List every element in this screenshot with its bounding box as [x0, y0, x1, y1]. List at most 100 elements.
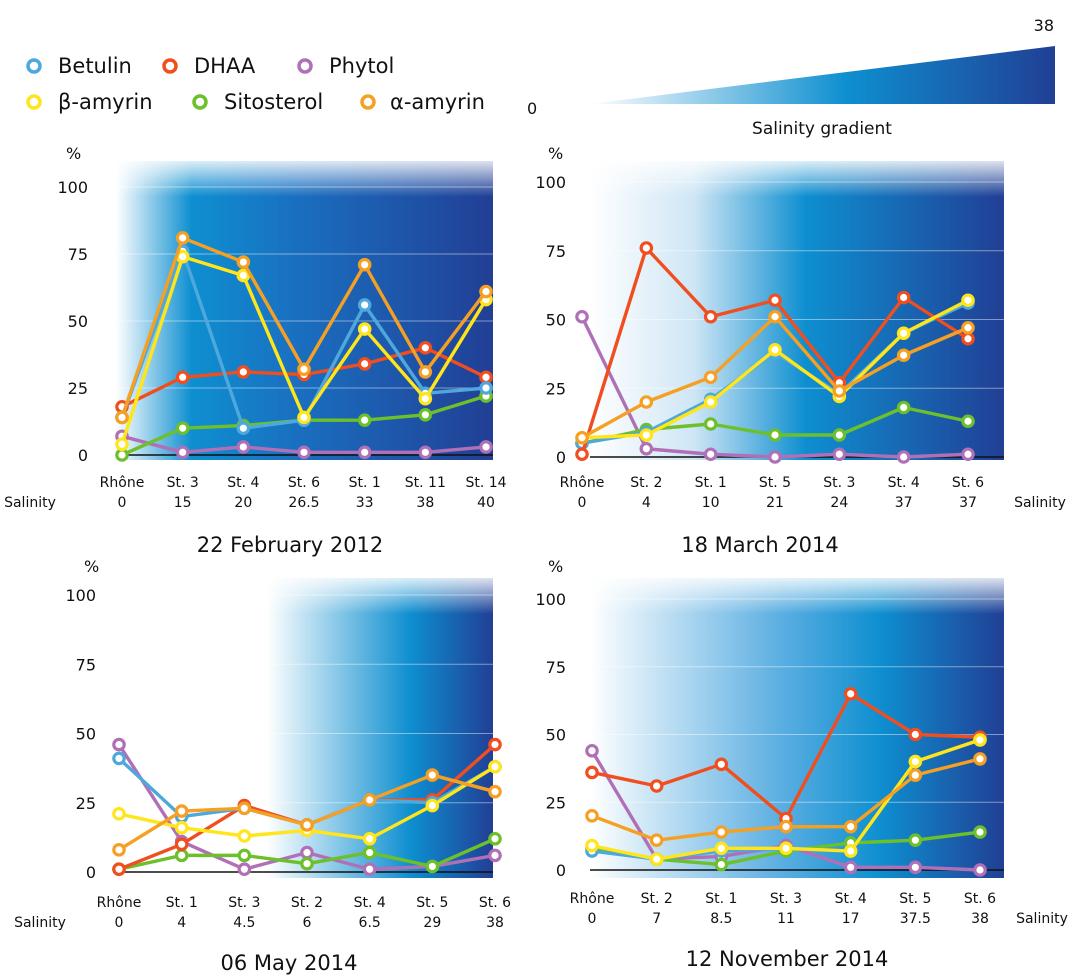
data-point-beta-amyrin: [357, 322, 372, 336]
data-point-alpha-amyrin: [115, 410, 129, 425]
data-point-alpha-amyrin: [175, 231, 190, 245]
legend-item-beta-amyrin: β-amyrin: [26, 90, 153, 114]
data-point-alpha-amyrin: [961, 320, 975, 335]
data-point-beta-amyrin: [418, 391, 433, 406]
y-tick-label: 100: [535, 590, 566, 609]
data-point-dhaa: [768, 293, 782, 308]
data-point-phytol: [639, 441, 654, 456]
data-point-alpha-amyrin: [768, 309, 782, 324]
data-point-beta-amyrin: [362, 831, 377, 846]
x-tick-label: St. 3: [228, 895, 260, 911]
data-point-betulin: [357, 298, 372, 312]
data-point-dhaa: [585, 765, 599, 780]
data-point-alpha-amyrin: [585, 808, 599, 823]
legend-item-dhaa: DHAA: [162, 54, 256, 78]
data-point-dhaa: [714, 757, 729, 772]
y-axis-label: %: [66, 144, 81, 163]
salinity-gradient-label: Salinity gradient: [752, 119, 892, 139]
data-point-alpha-amyrin: [479, 284, 493, 299]
y-tick-label: 100: [535, 173, 566, 192]
salinity-value-label: 40: [477, 495, 495, 511]
x-tick-label: St. 2: [630, 475, 662, 491]
data-point-beta-amyrin: [639, 428, 654, 442]
salinity-value-label: 4.5: [233, 915, 255, 931]
data-point-dhaa: [639, 241, 654, 255]
y-tick-label: 75: [76, 655, 96, 674]
y-tick-label: 25: [546, 793, 566, 812]
data-point-phytol: [768, 450, 782, 464]
data-point-beta-amyrin: [961, 293, 975, 308]
series-layer: [112, 737, 502, 877]
data-point-beta-amyrin: [488, 759, 502, 774]
legend-label-dhaa: DHAA: [194, 54, 256, 78]
data-point-alpha-amyrin: [779, 819, 793, 834]
panel-background-fade: [590, 578, 1004, 878]
legend-label-beta-amyrin: β-amyrin: [58, 90, 153, 114]
salinity-value-label: 33: [356, 495, 374, 511]
series-phytol: [115, 429, 493, 460]
data-point-dhaa: [175, 370, 190, 385]
data-point-alpha-amyrin: [236, 255, 251, 269]
data-point-alpha-amyrin: [112, 843, 126, 857]
chart-panel-mar-2014: 0 25 50 75 100% Rhône 0 St. 2 4 St. 1 10 St. 5 21 St.…: [535, 144, 1065, 557]
y-tick-label: 100: [57, 178, 88, 197]
data-point-dhaa: [418, 340, 433, 355]
y-tick-label: 0: [86, 863, 96, 882]
data-point-beta-amyrin: [112, 807, 126, 821]
legend-label-phytol: Phytol: [329, 54, 394, 78]
data-point-phytol: [973, 863, 987, 877]
data-point-alpha-amyrin: [488, 784, 502, 799]
data-point-alpha-amyrin: [832, 384, 847, 398]
data-point-beta-amyrin: [425, 798, 440, 813]
y-tick-label: 50: [546, 311, 566, 330]
data-point-sitosterol: [300, 856, 314, 871]
data-point-phytol: [297, 445, 311, 460]
data-point-beta-amyrin: [174, 820, 189, 835]
legend-marker-alpha-amyrin: [360, 94, 376, 110]
data-point-sitosterol: [832, 428, 847, 442]
y-tick-label: 25: [76, 794, 96, 813]
legend-label-alpha-amyrin: α-amyrin: [390, 90, 485, 114]
x-tick-label: St. 4: [888, 475, 920, 491]
data-point-sitosterol: [425, 859, 440, 874]
data-point-dhaa: [488, 737, 502, 752]
salinity-value-label: 10: [702, 495, 720, 511]
x-tick-label: St. 6: [952, 475, 984, 491]
salinity-gradient-legend: 0 38 Salinity gradient: [527, 16, 1055, 139]
data-point-sitosterol: [703, 417, 718, 431]
data-point-alpha-amyrin: [703, 370, 718, 385]
data-point-sitosterol: [908, 833, 923, 847]
data-point-beta-amyrin: [908, 754, 923, 769]
x-tick-label: St. 1: [705, 891, 737, 907]
salinity-value-label: 20: [234, 495, 252, 511]
data-point-phytol: [843, 860, 858, 875]
series-beta-amyrin: [115, 249, 493, 452]
salinity-gradient-min-label: 0: [527, 99, 537, 118]
x-tick-label: St. 6: [288, 475, 320, 491]
data-point-alpha-amyrin: [425, 768, 440, 782]
data-point-dhaa: [896, 290, 911, 305]
panel-title: 22 February 2012: [197, 533, 384, 557]
y-axis-label: %: [548, 144, 563, 163]
data-point-sitosterol: [961, 414, 975, 429]
x-tick-label: St. 5: [899, 891, 931, 907]
data-point-dhaa: [174, 837, 189, 852]
data-point-betulin: [236, 421, 251, 435]
y-axis-label: %: [548, 557, 563, 576]
series-alpha-amyrin: [112, 768, 502, 857]
data-point-alpha-amyrin: [237, 801, 252, 816]
x-tick-label: St. 1: [695, 475, 727, 491]
data-point-phytol: [237, 862, 252, 877]
legend-marker-phytol: [297, 58, 313, 74]
data-point-beta-amyrin: [843, 844, 858, 858]
data-point-alpha-amyrin: [649, 833, 664, 847]
data-point-alpha-amyrin: [639, 395, 654, 409]
x-tick-label: St. 3: [770, 891, 802, 907]
data-point-sitosterol: [362, 845, 377, 860]
data-point-betulin: [479, 381, 493, 395]
x-tick-label: Rhône: [570, 891, 615, 907]
data-point-beta-amyrin: [115, 437, 129, 452]
data-point-alpha-amyrin: [575, 430, 589, 445]
